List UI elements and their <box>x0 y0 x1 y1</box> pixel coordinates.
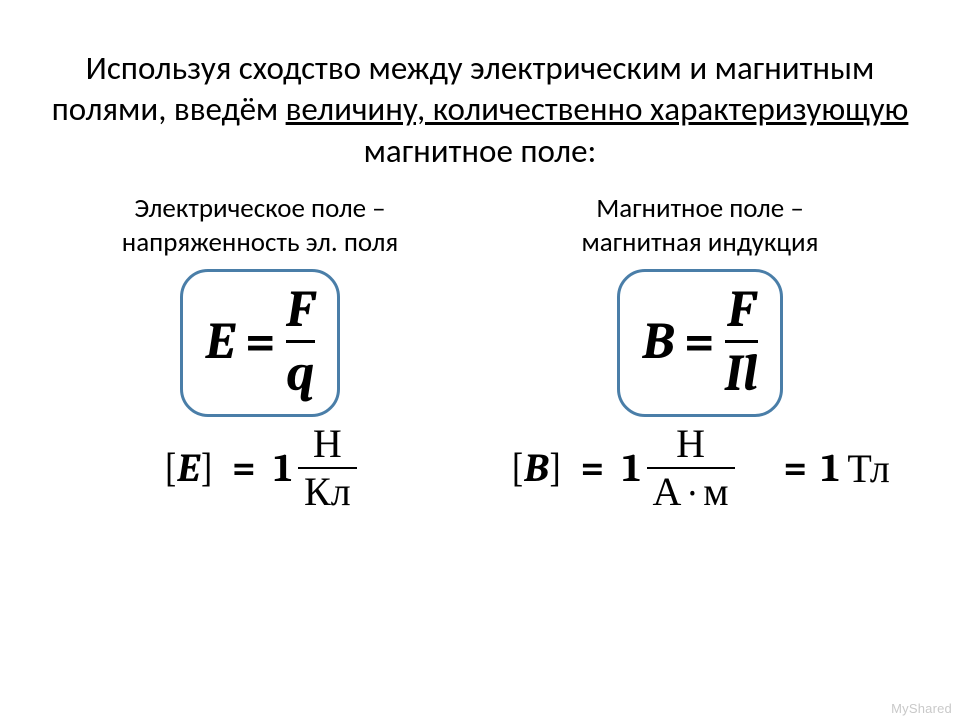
eq-sign: = <box>563 445 623 491</box>
left-units-row: [E] = 1 Н Кл <box>163 423 356 513</box>
right-formula-box: B = F Il <box>617 269 783 417</box>
right-units-one: 1 <box>622 445 646 491</box>
right-units-one2: 1 <box>821 445 847 491</box>
left-formula: E = F q <box>205 282 314 400</box>
right-num: F <box>727 282 755 337</box>
right-sub-line2: магнитная индукция <box>582 226 819 259</box>
right-units-var: B <box>524 445 548 491</box>
right-lhs: B <box>642 311 674 371</box>
right-units: [B] = 1 Н А · м = 1 Тл <box>498 423 903 513</box>
left-units-var: E <box>177 445 200 491</box>
right-units-den: А · м <box>647 471 735 513</box>
left-formula-box: E = F q <box>180 269 339 417</box>
right-den: Il <box>725 346 758 401</box>
watermark: MyShared <box>891 701 952 716</box>
title-after: магнитное поле: <box>364 131 597 171</box>
eq-sign: = <box>235 311 286 371</box>
eq-sign: = <box>743 445 821 491</box>
left-fraction: F q <box>286 282 315 400</box>
bracket-close: ] <box>549 445 563 491</box>
left-units-one: 1 <box>274 445 298 491</box>
left-units-frac: Н Кл <box>298 423 357 513</box>
right-units-num: Н <box>670 423 711 465</box>
bracket-open: [ <box>510 445 524 491</box>
bracket-close: ] <box>200 445 214 491</box>
left-sub-line1: Электрическое поле – <box>134 192 385 225</box>
right-fraction: F Il <box>725 282 758 400</box>
right-formula: B = F Il <box>642 282 758 400</box>
left-lhs: E <box>205 311 235 371</box>
right-subtitle: Магнитное поле – магнитная индукция <box>498 192 903 260</box>
left-den: q <box>286 346 315 401</box>
left-num: F <box>286 282 314 337</box>
left-units-num: Н <box>307 423 348 465</box>
left-units: [E] = 1 Н Кл <box>58 423 463 513</box>
right-column: Магнитное поле – магнитная индукция B = … <box>498 192 903 514</box>
right-sub-line1: Магнитное поле – <box>596 192 804 225</box>
eq-sign: = <box>674 311 725 371</box>
left-subtitle: Электрическое поле – напряженность эл. п… <box>58 192 463 260</box>
right-units-frac: Н А · м <box>647 423 735 513</box>
eq-sign: = <box>214 445 274 491</box>
columns: Электрическое поле – напряженность эл. п… <box>0 192 960 514</box>
left-units-den: Кл <box>298 471 357 513</box>
right-units-tesla: Тл <box>847 445 889 492</box>
right-units-row2: = 1 Тл <box>743 445 889 492</box>
bracket-open: [ <box>163 445 177 491</box>
left-sub-line2: напряженность эл. поля <box>122 226 398 259</box>
right-units-row1: [B] = 1 Н А · м <box>510 423 734 513</box>
left-column: Электрическое поле – напряженность эл. п… <box>58 192 463 514</box>
title-underlined: величину, количественно характеризующую <box>286 89 909 129</box>
slide-title: Используя сходство между электрическим и… <box>0 0 960 172</box>
